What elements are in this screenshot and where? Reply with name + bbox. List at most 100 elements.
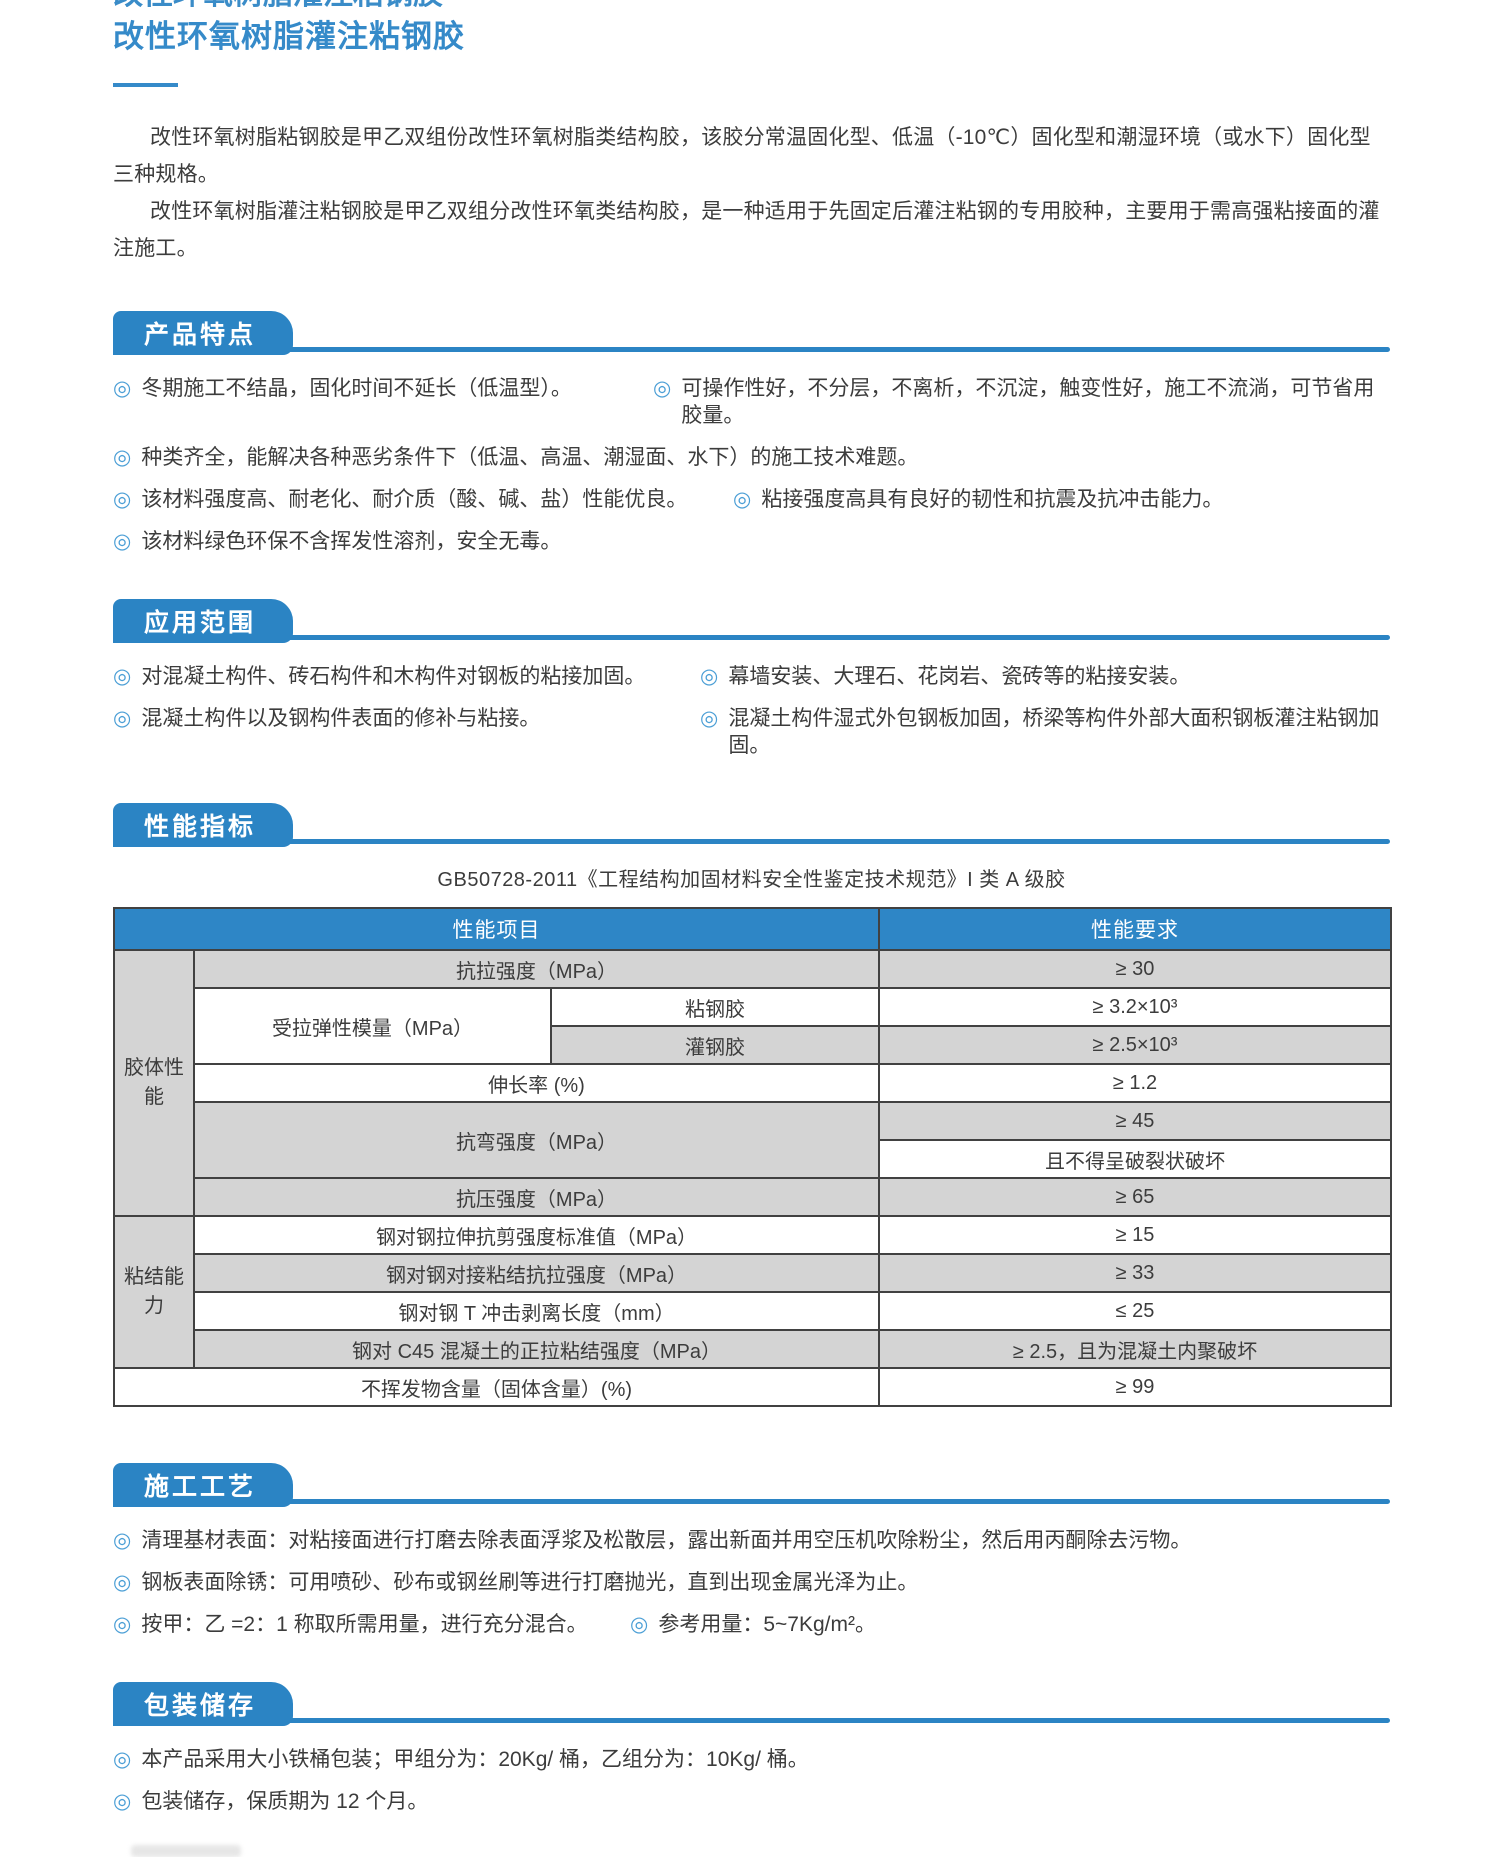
col-header-performance-requirement: 性能要求: [878, 907, 1392, 951]
table-row: 钢对钢 T 冲击剥离长度（mm） ≤ 25: [114, 1291, 1392, 1331]
section-tab-construction-process: 施工工艺: [113, 1463, 293, 1507]
table-row: 钢对钢对接粘结抗拉强度（MPa） ≥ 33: [114, 1253, 1392, 1293]
group-cell-adhesive-properties: 胶体性能: [113, 949, 195, 1217]
feature-row: ◎ 种类齐全，能解决各种恶劣条件下（低温、高温、潮湿面、水下）的施工技术难题。: [113, 444, 1390, 471]
application-row: ◎ 混凝土构件以及钢构件表面的修补与粘接。 ◎ 混凝土构件湿式外包钢板加固，桥梁等构…: [113, 705, 1390, 759]
construction-row: ◎ 清理基材表面：对粘接面进行打磨去除表面浮浆及松散层，露出新面并用空压机吹除粉尘…: [113, 1527, 1390, 1554]
feature-text: 粘接强度高具有良好的韧性和抗震及抗冲击能力。: [761, 488, 1224, 511]
double-circle-bullet-icon: ◎: [113, 1529, 132, 1552]
section-header-product-features: 产品特点: [113, 307, 1390, 355]
construction-text: 参考用量：5~7Kg/m²。: [658, 1613, 876, 1636]
double-circle-bullet-icon: ◎: [113, 1571, 132, 1594]
table-cell-requirement: ≤ 25: [878, 1291, 1392, 1331]
application-item: ◎ 对混凝土构件、砖石构件和木构件对钢板的粘接加固。: [113, 663, 700, 690]
section-rule: [113, 839, 1390, 844]
application-text: 幕墙安装、大理石、花岗岩、瓷砖等的粘接安装。: [728, 665, 1191, 688]
application-item: ◎ 混凝土构件湿式外包钢板加固，桥梁等构件外部大面积钢板灌注粘钢加固。: [700, 705, 1390, 759]
double-circle-bullet-icon: ◎: [113, 707, 132, 730]
table-cell-item: 抗压强度（MPa）: [193, 1177, 880, 1217]
table-cell-requirement: ≥ 99: [878, 1367, 1392, 1407]
feature-item: ◎ 可操作性好，不分层，不离析，不沉淀，触变性好，施工不流淌，可节省用胶量。: [653, 375, 1390, 429]
page-title: 改性环氧树脂灌注粘钢胶: [113, 19, 465, 54]
application-row: ◎ 对混凝土构件、砖石构件和木构件对钢板的粘接加固。 ◎ 幕墙安装、大理石、花岗岩、…: [113, 663, 1390, 690]
packaging-note: ◎ 本产品采用大小铁桶包装；甲组分为：20Kg/ 桶，乙组分为：10Kg/ 桶。: [113, 1746, 809, 1773]
section-application-scope: ◎ 对混凝土构件、砖石构件和木构件对钢板的粘接加固。 ◎ 幕墙安装、大理石、花岗岩、…: [113, 663, 1390, 759]
table-cell-requirement: ≥ 33: [878, 1253, 1392, 1293]
application-text: 混凝土构件湿式外包钢板加固，桥梁等构件外部大面积钢板灌注粘钢加固。: [728, 707, 1380, 757]
table-cell-item: 抗拉强度（MPa）: [193, 949, 880, 989]
table-cell-subitem: 粘钢胶: [550, 987, 880, 1027]
cropped-title-text: 改性环氧树脂灌注粘钢胶: [113, 0, 1390, 7]
section-packaging-storage: ◎ 本产品采用大小铁桶包装；甲组分为：20Kg/ 桶，乙组分为：10Kg/ 桶。 …: [113, 1746, 1390, 1815]
packaging-text: 包装储存，保质期为 12 个月。: [141, 1790, 429, 1813]
double-circle-bullet-icon: ◎: [113, 665, 132, 688]
col-header-performance-item: 性能项目: [113, 907, 880, 951]
table-cell-requirement: ≥ 2.5×10³: [878, 1025, 1392, 1065]
double-circle-bullet-icon: ◎: [113, 446, 132, 469]
construction-step: ◎ 按甲：乙 =2：1 称取所需用量，进行充分混合。: [113, 1611, 630, 1638]
section-header-construction-process: 施工工艺: [113, 1459, 1390, 1507]
section-rule: [113, 1718, 1390, 1723]
table-cell-subitem: 灌钢胶: [550, 1025, 880, 1065]
feature-text: 该材料强度高、耐老化、耐介质（酸、碱、盐）性能优良。: [141, 488, 688, 511]
performance-table: 性能项目 性能要求 胶体性能 抗拉强度（MPa） ≥ 30 受拉弹性模量（MPa…: [113, 907, 1392, 1407]
section-rule: [113, 635, 1390, 640]
table-cell-item: 伸长率 (%): [193, 1063, 880, 1103]
double-circle-bullet-icon: ◎: [700, 707, 719, 730]
packaging-note: ◎ 包装储存，保质期为 12 个月。: [113, 1788, 428, 1815]
construction-step: ◎ 钢板表面除锈：可用喷砂、砂布或钢丝刷等进行打磨抛光，直到出现金属光泽为止。: [113, 1569, 918, 1596]
feature-item: ◎ 种类齐全，能解决各种恶劣条件下（低温、高温、潮湿面、水下）的施工技术难题。: [113, 444, 918, 471]
table-row: 胶体性能 抗拉强度（MPa） ≥ 30: [113, 949, 1392, 1217]
table-row: 抗压强度（MPa） ≥ 65: [114, 1177, 1392, 1217]
construction-row: ◎ 按甲：乙 =2：1 称取所需用量，进行充分混合。 ◎ 参考用量：5~7Kg/m²…: [113, 1611, 1390, 1638]
section-header-performance-index: 性能指标: [113, 799, 1390, 847]
table-cell-requirement: ≥ 45: [878, 1101, 1392, 1141]
double-circle-bullet-icon: ◎: [113, 488, 132, 511]
feature-text: 可操作性好，不分层，不离析，不沉淀，触变性好，施工不流淌，可节省用胶量。: [681, 377, 1375, 427]
table-cell-requirement: ≥ 1.2: [878, 1063, 1392, 1103]
table-cell-item: 不挥发物含量（固体含量）(%): [113, 1367, 880, 1407]
feature-item: ◎ 该材料强度高、耐老化、耐介质（酸、碱、盐）性能优良。: [113, 486, 733, 513]
table-cell-requirement: ≥ 15: [878, 1215, 1392, 1255]
double-circle-bullet-icon: ◎: [733, 488, 752, 511]
feature-item: ◎ 冬期施工不结晶，固化时间不延长（低温型）。: [113, 375, 653, 429]
application-text: 对混凝土构件、砖石构件和木构件对钢板的粘接加固。: [141, 665, 646, 688]
table-cell-item: 钢对 C45 混凝土的正拉粘结强度（MPa）: [193, 1329, 880, 1369]
application-item: ◎ 混凝土构件以及钢构件表面的修补与粘接。: [113, 705, 700, 759]
double-circle-bullet-icon: ◎: [113, 1748, 132, 1771]
table-header-row: 性能项目 性能要求: [113, 907, 1392, 951]
construction-text: 清理基材表面：对粘接面进行打磨去除表面浮浆及松散层，露出新面并用空压机吹除粉尘，…: [141, 1529, 1192, 1552]
intro-paragraph-2: 改性环氧树脂灌注粘钢胶是甲乙双组分改性环氧类结构胶，是一种适用于先固定后灌注粘钢…: [113, 200, 1380, 260]
feature-row: ◎ 冬期施工不结晶，固化时间不延长（低温型）。 ◎ 可操作性好，不分层，不离析，不沉…: [113, 375, 1390, 429]
application-item: ◎ 幕墙安装、大理石、花岗岩、瓷砖等的粘接安装。: [700, 663, 1190, 690]
section-tab-product-features: 产品特点: [113, 311, 293, 355]
cropped-text-fragment-top: 改性环氧树脂灌注粘钢胶: [113, 0, 1390, 7]
table-row: 粘结能力 钢对钢拉伸抗剪强度标准值（MPa） ≥ 15: [113, 1215, 1392, 1369]
table-row: 不挥发物含量（固体含量）(%) ≥ 99: [113, 1367, 1392, 1407]
construction-row: ◎ 钢板表面除锈：可用喷砂、砂布或钢丝刷等进行打磨抛光，直到出现金属光泽为止。: [113, 1569, 1390, 1596]
title-underline: [113, 83, 178, 87]
table-row: 且不得呈破裂状破坏: [114, 1139, 1392, 1179]
packaging-row: ◎ 包装储存，保质期为 12 个月。: [113, 1788, 1390, 1815]
table-cell-item: 钢对钢拉伸抗剪强度标准值（MPa）: [193, 1215, 880, 1255]
table-cell-requirement: ≥ 65: [878, 1177, 1392, 1217]
section-rule: [113, 1499, 1390, 1504]
construction-step: ◎ 清理基材表面：对粘接面进行打磨去除表面浮浆及松散层，露出新面并用空压机吹除粉尘…: [113, 1527, 1191, 1554]
intro-paragraph-1: 改性环氧树脂粘钢胶是甲乙双组份改性环氧树脂类结构胶，该胶分常温固化型、低温（-1…: [113, 126, 1371, 186]
construction-text: 按甲：乙 =2：1 称取所需用量，进行充分混合。: [141, 1613, 588, 1636]
feature-item: ◎ 粘接强度高具有良好的韧性和抗震及抗冲击能力。: [733, 486, 1223, 513]
table-row: 抗弯强度（MPa） ≥ 45: [114, 1101, 1392, 1179]
section-header-application-scope: 应用范围: [113, 595, 1390, 643]
table-row: 钢对 C45 混凝土的正拉粘结强度（MPa） ≥ 2.5，且为混凝土内聚破坏: [114, 1329, 1392, 1369]
double-circle-bullet-icon: ◎: [653, 377, 672, 400]
feature-row: ◎ 该材料强度高、耐老化、耐介质（酸、碱、盐）性能优良。 ◎ 粘接强度高具有良好的韧…: [113, 486, 1390, 513]
table-cell-item: 受拉弹性模量（MPa）: [193, 987, 552, 1065]
double-circle-bullet-icon: ◎: [113, 530, 132, 553]
application-text: 混凝土构件以及钢构件表面的修补与粘接。: [141, 707, 541, 730]
section-construction-process: ◎ 清理基材表面：对粘接面进行打磨去除表面浮浆及松散层，露出新面并用空压机吹除粉尘…: [113, 1527, 1390, 1638]
section-product-features: ◎ 冬期施工不结晶，固化时间不延长（低温型）。 ◎ 可操作性好，不分层，不离析，不沉…: [113, 375, 1390, 555]
feature-row: ◎ 该材料绿色环保不含挥发性溶剂，安全无毒。: [113, 528, 1390, 555]
construction-step: ◎ 参考用量：5~7Kg/m²。: [630, 1611, 876, 1638]
double-circle-bullet-icon: ◎: [630, 1613, 649, 1636]
